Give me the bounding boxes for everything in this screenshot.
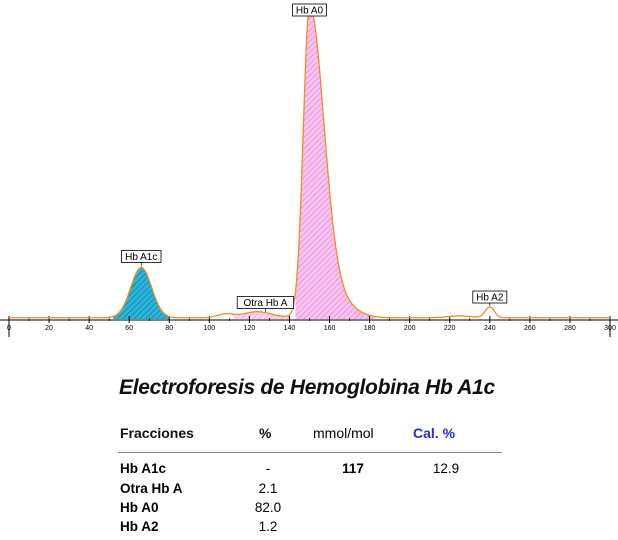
x-tick-label: 180: [364, 325, 376, 332]
x-tick-label: 220: [444, 325, 456, 332]
peak-label-hb-a0: Hb A0: [292, 3, 327, 17]
header-fracciones: Fracciones: [120, 425, 194, 441]
header-divider: [118, 452, 502, 453]
peak-fills: [113, 6, 376, 320]
x-tick-label: 0: [7, 325, 11, 332]
peak-label-otra-hb-a: Otra Hb A: [236, 296, 295, 312]
svg-text:Hb A0: Hb A0: [296, 6, 324, 17]
x-tick-label: 260: [524, 325, 536, 332]
svg-text:Otra Hb A: Otra Hb A: [243, 298, 287, 309]
table-row: Hb A2 1.2: [0, 519, 618, 539]
x-tick-label: 160: [324, 325, 336, 332]
electrophoresis-chart: 0 20 40 60 80 100 120 140 160 180 200 220 240 260 280 3…: [0, 3, 618, 337]
fraction-percent: 1.2: [258, 519, 278, 534]
fraction-name: Otra Hb A: [120, 481, 183, 496]
x-tick-label: 120: [244, 325, 256, 332]
fraction-cal: 12.9: [432, 461, 460, 476]
fraction-mmol: 117: [342, 461, 364, 476]
fraction-percent: 2.1: [258, 481, 278, 496]
x-tick-label: 300: [604, 325, 616, 332]
peak-fill-hb-a1c: [113, 267, 170, 319]
x-tick-label: 240: [484, 325, 496, 332]
header-mmol: mmol/mol: [313, 425, 374, 441]
peak-labels: Hb A1c Otra Hb A Hb A0 Hb A2: [121, 3, 508, 312]
fraction-name: Hb A1c: [120, 461, 167, 476]
table-row: Hb A0 82.0: [0, 500, 618, 520]
fraction-percent: -: [265, 461, 271, 476]
x-axis: 0 20 40 60 80 100 120 140 160 180 200 220 240 260 280 3…: [0, 316, 618, 337]
x-tick-label: 80: [165, 325, 173, 332]
fraction-name: Hb A0: [120, 500, 159, 515]
x-tick-label: 60: [125, 325, 133, 332]
x-tick-label: 100: [203, 325, 215, 332]
report-title: Electroforesis de Hemoglobina Hb A1c: [119, 376, 495, 399]
fraction-name: Hb A2: [120, 519, 159, 534]
peak-fill-otra-hb-a: [233, 311, 290, 319]
header-cal: Cal. %: [413, 425, 456, 441]
x-tick-label: 280: [564, 325, 576, 332]
peak-fill-hb-a0: [295, 6, 376, 320]
x-tick-label: 20: [45, 325, 53, 332]
svg-text:Hb A1c: Hb A1c: [125, 252, 157, 263]
table-row: Hb A1c - 117 12.9: [0, 461, 618, 481]
x-tick-label: 200: [404, 325, 416, 332]
svg-text:Hb A2: Hb A2: [476, 293, 504, 304]
x-tick-label: 40: [85, 325, 93, 332]
header-percent: %: [259, 425, 272, 441]
peak-label-hb-a1c: Hb A1c: [121, 250, 162, 267]
fraction-percent: 82.0: [254, 500, 282, 515]
table-row: Otra Hb A 2.1: [0, 481, 618, 501]
peak-label-hb-a2: Hb A2: [472, 290, 508, 307]
x-tick-label: 140: [284, 325, 296, 332]
